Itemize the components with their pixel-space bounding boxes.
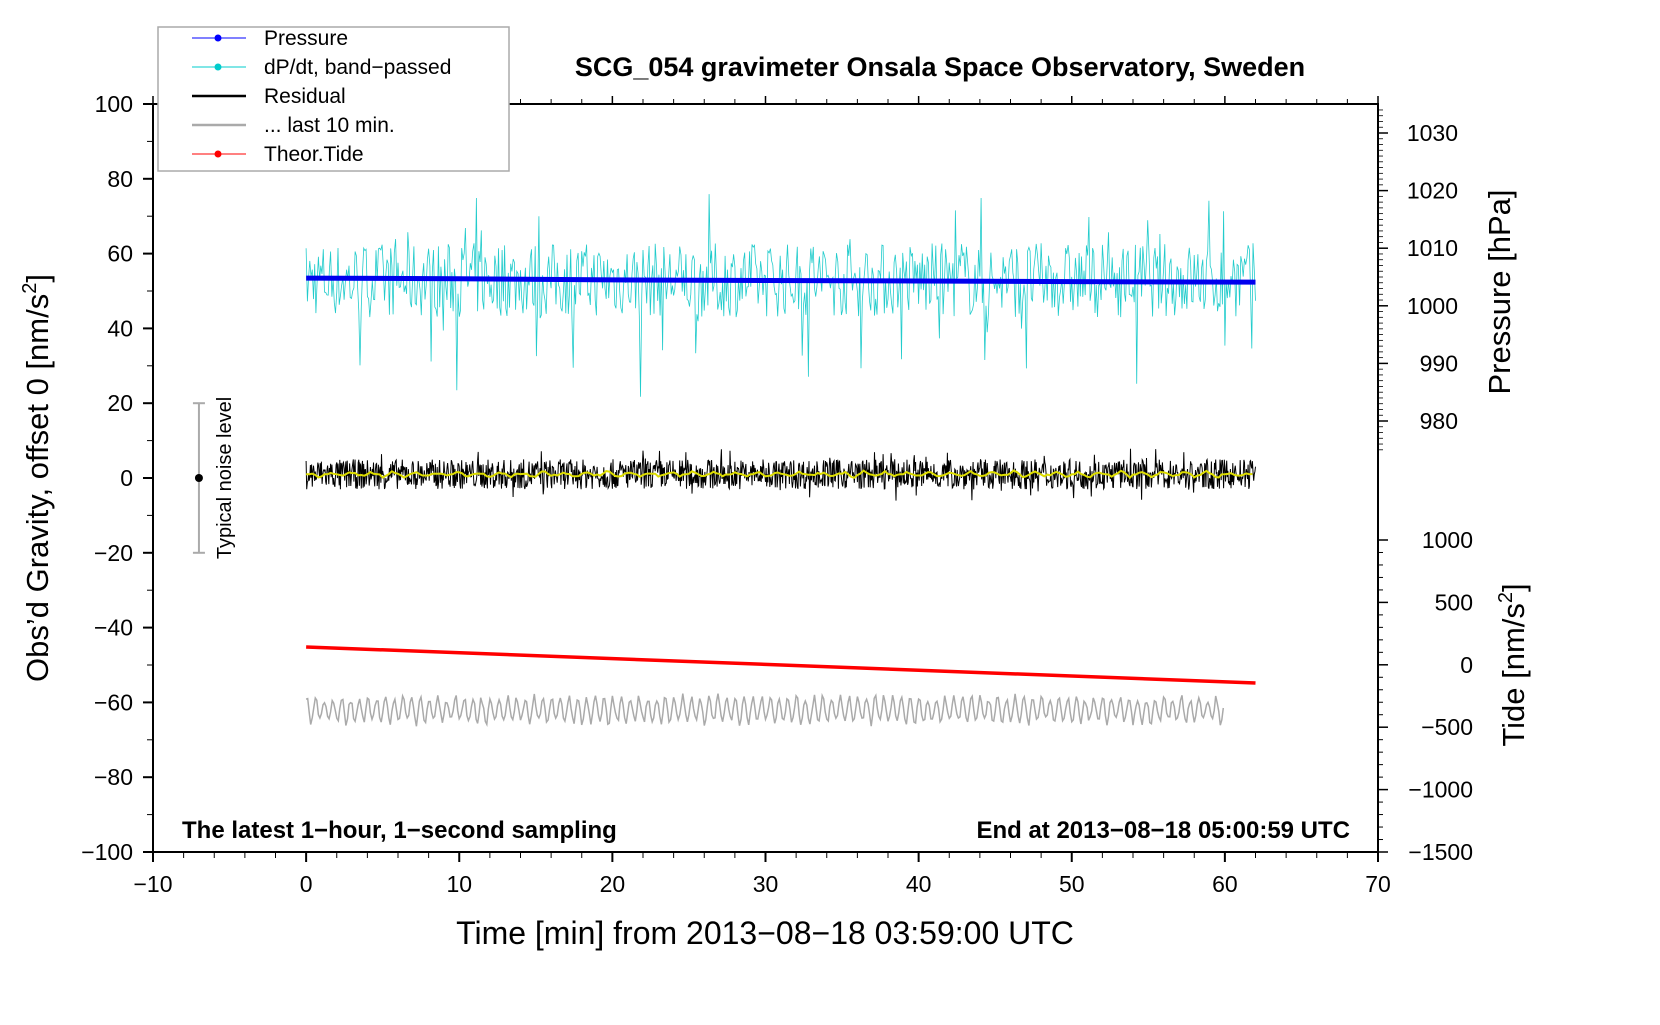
series-layer — [305, 194, 1256, 727]
tide-tick-label: 1000 — [1422, 527, 1473, 553]
noise-level-label: Typical noise level — [214, 397, 236, 559]
y-tick-label: 60 — [107, 241, 133, 267]
legend-label: Residual — [264, 85, 346, 108]
legend: Pressure dP/dt, band−passed Residual ... la… — [157, 26, 510, 172]
x-tick-label: 0 — [300, 871, 313, 897]
x-axis-label: Time [min] from 2013−08−18 03:59:00 UTC — [456, 915, 1074, 951]
pressure-tick-label: 980 — [1420, 408, 1458, 434]
tide-tick-label: −1500 — [1408, 839, 1473, 865]
x-tick-label: 50 — [1059, 871, 1085, 897]
legend-swatch-marker — [214, 150, 222, 158]
y-tick-label: −20 — [94, 540, 133, 566]
y-tick-label: 20 — [107, 390, 133, 416]
chart-title: SCG_054 gravimeter Onsala Space Observat… — [575, 52, 1305, 82]
ticks-layer: −10 0 10 20 30 40 50 60 70100806040200−20−40−60−… — [81, 91, 1473, 897]
legend-item: Theor.Tide — [192, 143, 364, 166]
legend-label: Pressure — [264, 27, 348, 50]
x-tick-label: 20 — [600, 871, 626, 897]
series-last-10-min — [305, 692, 1225, 727]
y-axis-label: Obs’d Gravity, offset 0 [nm/s2] — [19, 274, 55, 682]
x-tick-label: 10 — [446, 871, 472, 897]
series-theor-tide — [306, 645, 1256, 685]
y-tick-label: 80 — [107, 166, 133, 192]
pressure-tick-label: 1020 — [1407, 178, 1458, 204]
series-pressure — [306, 275, 1256, 285]
legend-item: Pressure — [192, 27, 348, 50]
tide-tick-label: 500 — [1435, 589, 1473, 615]
pressure-tick-label: 1010 — [1407, 235, 1458, 261]
legend-swatch-marker — [214, 63, 222, 71]
y-tick-label: −40 — [94, 615, 133, 641]
pressure-tick-label: 1000 — [1407, 293, 1458, 319]
series-residual — [305, 448, 1256, 501]
pressure-axis-label: Pressure [hPa] — [1482, 189, 1517, 394]
x-tick-label: 40 — [906, 871, 932, 897]
y-tick-label: −80 — [94, 764, 133, 790]
noise-level-bar — [192, 402, 205, 554]
legend-box — [157, 26, 510, 172]
tide-axis-label: Tide [nm/s2] — [1495, 583, 1531, 746]
x-tick-label: 60 — [1212, 871, 1238, 897]
legend-item: Residual — [192, 85, 346, 108]
annotation-sampling: The latest 1−hour, 1−second sampling — [182, 817, 617, 844]
y-tick-label: 100 — [95, 91, 133, 117]
x-tick-label: 70 — [1365, 871, 1391, 897]
pressure-tick-label: 1030 — [1407, 120, 1458, 146]
noise-bar-center — [194, 474, 203, 482]
y-tick-label: 0 — [120, 465, 133, 491]
tide-tick-label: −500 — [1421, 714, 1473, 740]
legend-item: ... last 10 min. — [192, 114, 395, 137]
annotation-end-time: End at 2013−08−18 05:00:59 UTC — [976, 817, 1350, 844]
y-tick-label: −100 — [81, 839, 133, 865]
x-tick-label: −10 — [133, 871, 172, 897]
legend-item: dP/dt, band−passed — [192, 56, 451, 79]
tide-tick-label: −1000 — [1408, 777, 1473, 803]
tide-tick-label: 0 — [1460, 652, 1473, 678]
legend-label: Theor.Tide — [264, 143, 364, 166]
legend-label: ... last 10 min. — [264, 114, 395, 137]
legend-label: dP/dt, band−passed — [264, 56, 451, 79]
x-tick-label: 30 — [753, 871, 779, 897]
pressure-tick-label: 990 — [1420, 350, 1458, 376]
series-residual-smoothed — [306, 469, 1253, 479]
y-tick-label: −60 — [94, 689, 133, 715]
y-tick-label: 40 — [107, 315, 133, 341]
series-dpdt — [305, 194, 1256, 397]
legend-swatch-marker — [214, 34, 222, 42]
